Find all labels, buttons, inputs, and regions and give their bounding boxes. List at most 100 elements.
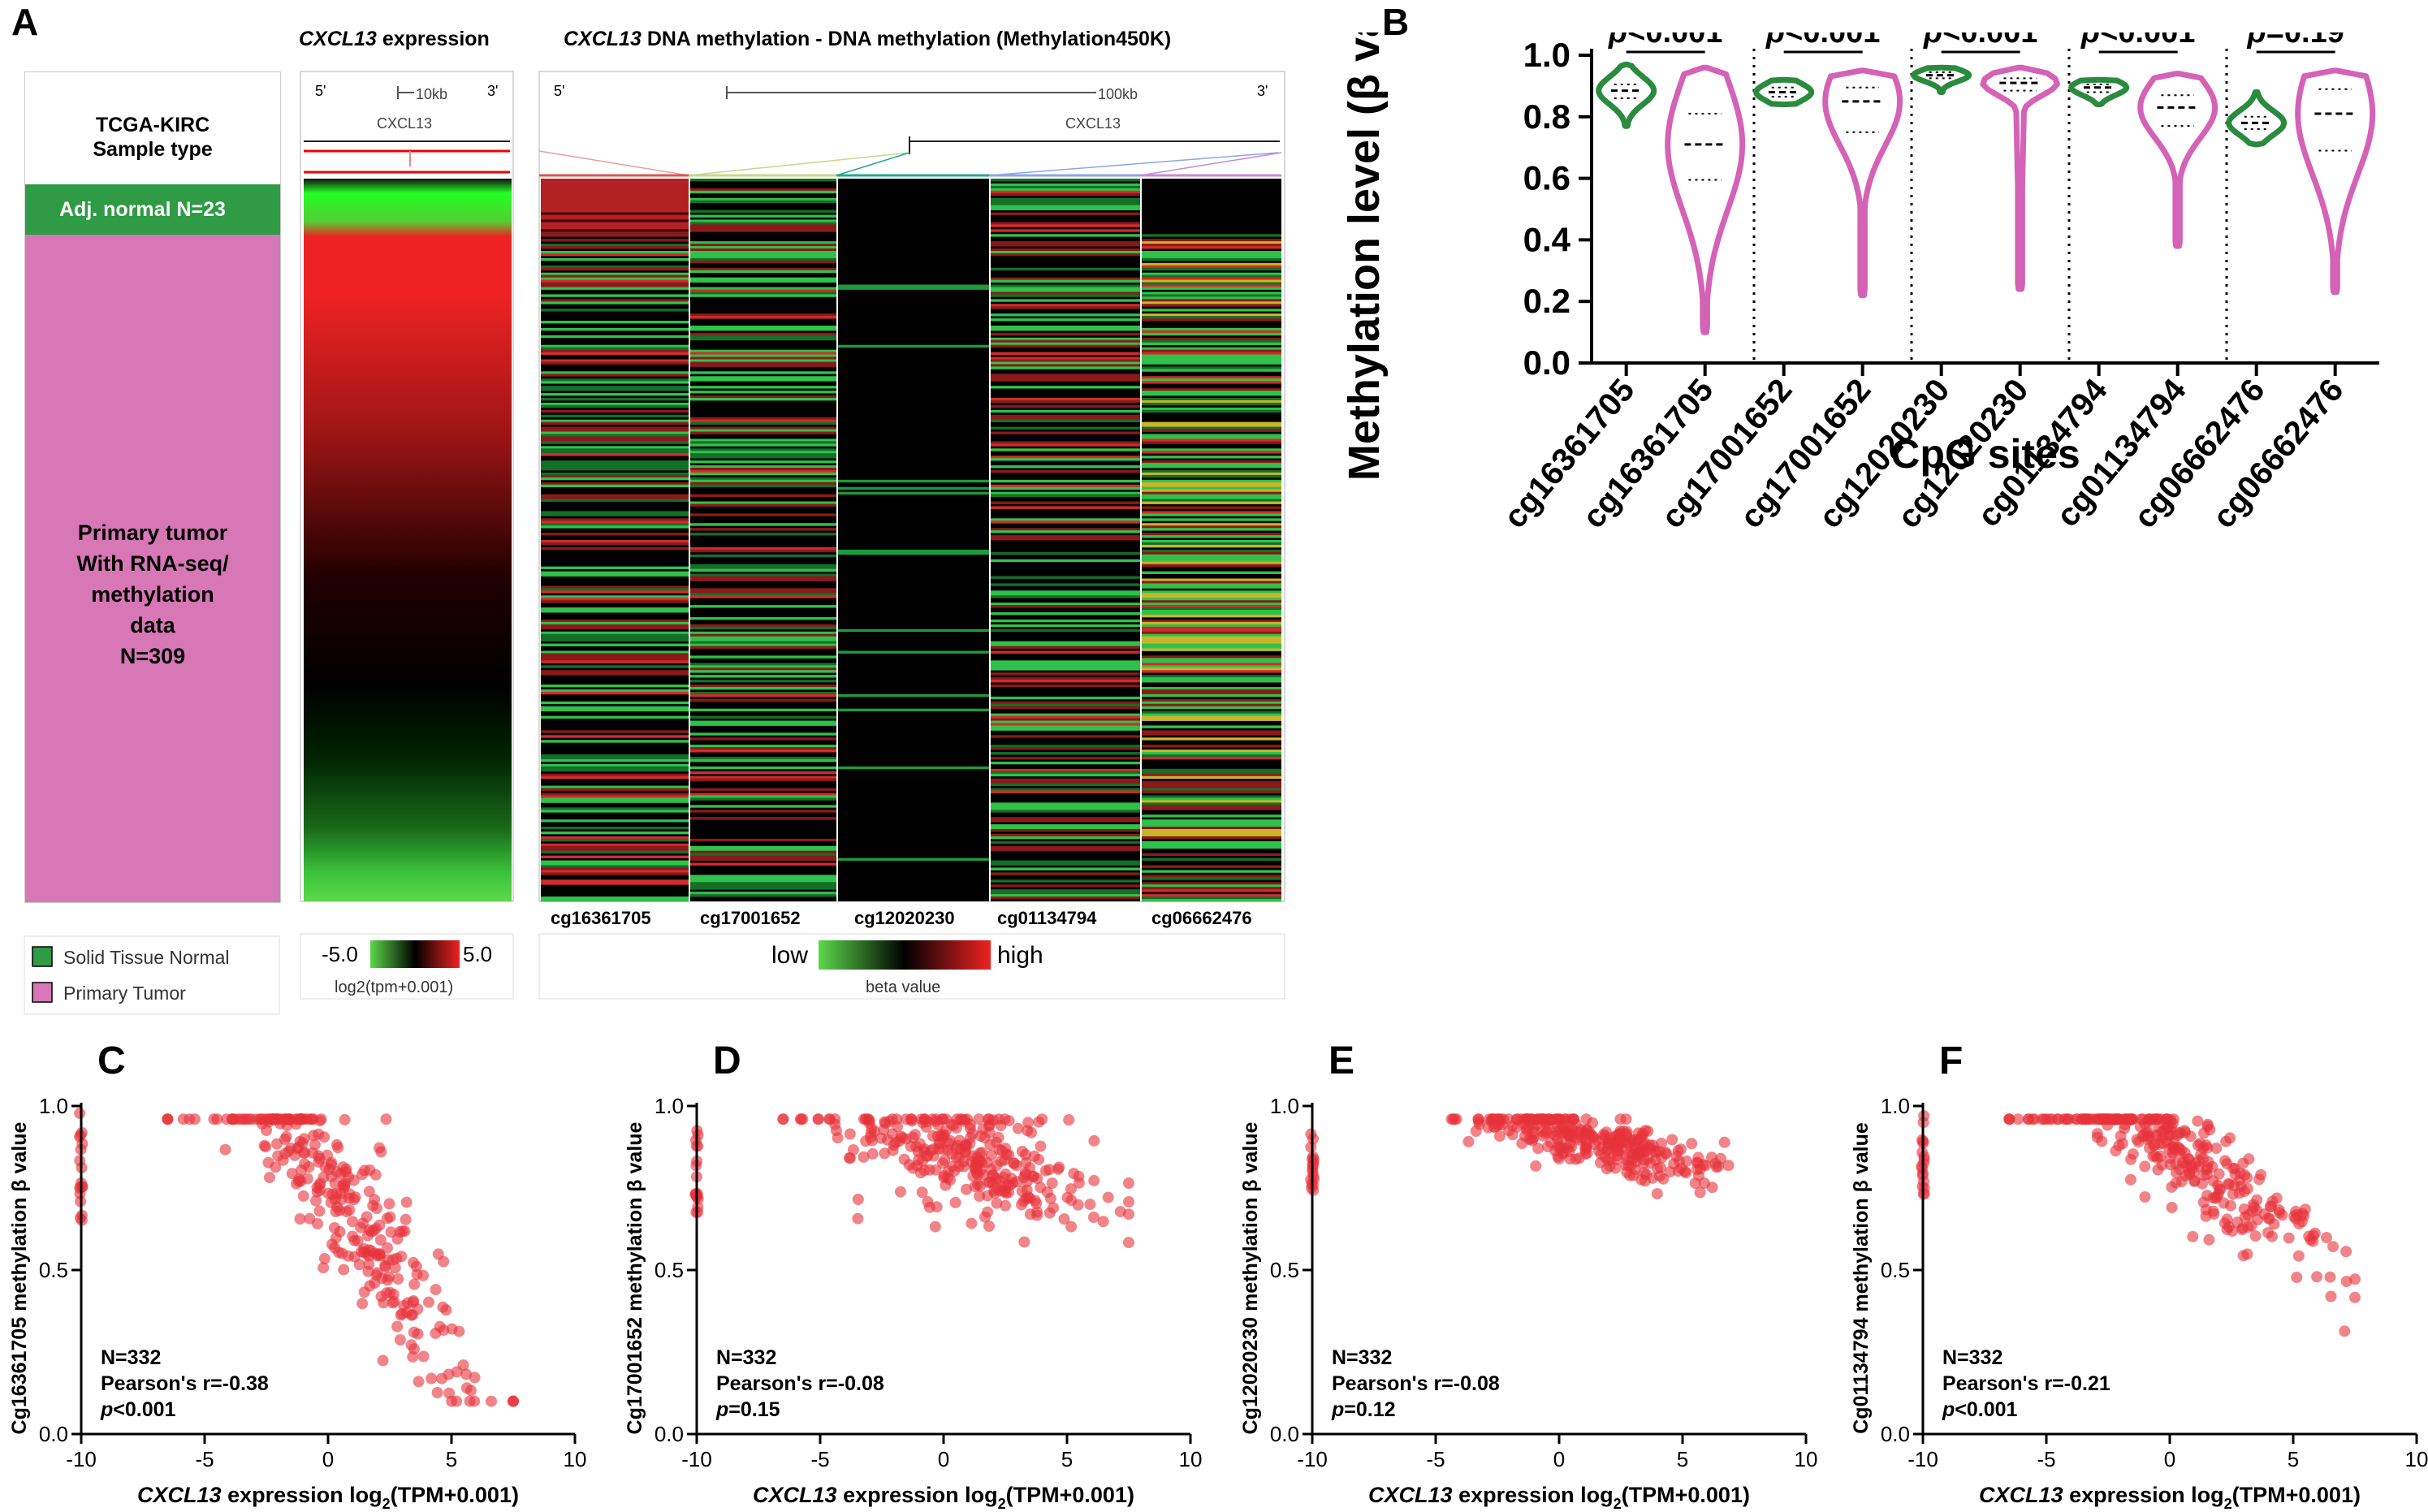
heatmap-stripe [1142,499,1281,502]
scatter-point [379,1259,391,1272]
heatmap-stripe [1142,752,1281,755]
heatmap-stripe [991,583,1140,586]
sample-header-line1: TCGA-KIRC [95,114,210,136]
heatmap-stripe [991,197,1140,201]
stat-n: N=332 [101,1346,161,1369]
heatmap-stripe [1142,598,1281,601]
heatmap-stripe [690,793,836,796]
heatmap-stripe [541,229,689,232]
scatter-point [2166,1181,2178,1193]
heatmap-stripe [1142,287,1281,290]
violin-y-tick-label: 0.8 [1523,97,1570,136]
heatmap-stripe [541,855,689,858]
heatmap-stripe [991,747,1140,750]
scatter-point [875,1132,887,1144]
scatter-point [457,1359,469,1372]
heatmap-stripe [690,468,836,471]
scatter-point [2349,1273,2361,1285]
heatmap-stripe [1142,318,1281,322]
heatmap-stripe [690,190,836,194]
heatmap-stripe [1142,272,1281,276]
heatmap-stripe [690,494,836,497]
heatmap-stripe [991,827,1140,830]
heatmap-stripe [1142,648,1281,651]
heatmap-stripe [541,195,689,199]
heatmap-stripe [1142,267,1281,271]
heatmap-stripe [541,409,689,413]
scatter-point [939,1154,951,1166]
heatmap-stripe [991,234,1140,237]
heatmap-stripe [991,306,1140,309]
heatmap-stripe [991,183,1140,187]
heatmap-stripe [690,680,836,683]
heatmap-stripe [1142,472,1281,476]
heatmap-stripe [541,626,689,630]
heatmap-stripe [1142,381,1281,384]
scatter-point [1012,1122,1024,1134]
scatter-x-axis-label: CXCL13 expression log2(TPM+0.001) [753,1483,1134,1512]
scatter-point [2236,1224,2249,1236]
heatmap-stripe [1142,564,1281,568]
scatter-point [1068,1168,1080,1180]
heatmap-stripe [1142,556,1281,560]
scatter-point [1084,1199,1096,1211]
scatter-point [469,1395,481,1407]
scatter-point [486,1395,497,1407]
heatmap-stripe [991,680,1140,683]
heatmap-stripe [1142,496,1281,499]
heatmap-stripe [690,670,836,673]
heatmap-stripe [690,605,836,608]
heatmap-stripe [1142,549,1281,553]
scatter-point [2292,1250,2305,1262]
heatmap-stripe [991,192,1140,197]
methylation-title-gene: CXCL13 [564,28,642,50]
heatmap-stripe [541,785,689,788]
heatmap-stripe [991,458,1140,461]
scatter-point [939,1169,950,1182]
heatmap-stripe [991,595,1140,598]
scatter-point [964,1122,976,1134]
scatter-point [992,1113,1004,1125]
scatter-point [913,1154,925,1165]
heatmap-stripe [991,287,1140,290]
heatmap-stripe [1142,257,1281,261]
heatmap-stripe [541,321,689,324]
heatmap-stripe [690,197,836,201]
heatmap-stripe [1142,689,1281,693]
scatter-point [1484,1113,1496,1125]
heatmap-stripe [991,576,1140,579]
scatter-point [895,1186,906,1198]
scatter-point [383,1198,395,1210]
heatmap-stripe [541,188,689,192]
heatmap-stripe [1142,790,1281,793]
scatter-point [974,1147,986,1159]
heatmap-stripe [541,378,689,382]
heatmap-stripe [1142,513,1281,516]
heatmap-stripe [541,429,689,432]
heatmap-stripe [1142,607,1281,611]
scatter-point [1000,1199,1011,1212]
heatmap-stripe [690,590,836,594]
heatmap-stripe [1142,715,1281,719]
scatter-point [861,1113,873,1125]
scatter-y-tick-label: 0.0 [655,1422,684,1446]
heatmap-stripe [1142,262,1281,266]
scatter-point [1123,1237,1134,1249]
heatmap-stripe [838,693,989,698]
beta-scale-low: low [771,942,808,969]
heatmap-stripe [1142,824,1281,827]
heatmap-stripe [991,593,1140,596]
scatter-x-tick-label: -10 [1907,1447,1938,1471]
heatmap-stripe [1142,465,1281,469]
heatmap-stripe [541,619,689,623]
scatter-point [1542,1141,1554,1152]
heatmap-stripe [690,227,836,230]
heatmap-stripe [690,655,836,659]
scatter-point [1527,1134,1539,1147]
scatter-y-axis-label: Cg01134794 methylation β value [1850,1122,1873,1434]
heatmap-stripe [1142,800,1281,803]
heatmap-stripe [1142,185,1281,189]
cpg-label-4: cg01134794 [997,908,1097,928]
heatmap-stripe [690,359,836,362]
scatter-x-tick-label: 10 [1179,1447,1203,1471]
